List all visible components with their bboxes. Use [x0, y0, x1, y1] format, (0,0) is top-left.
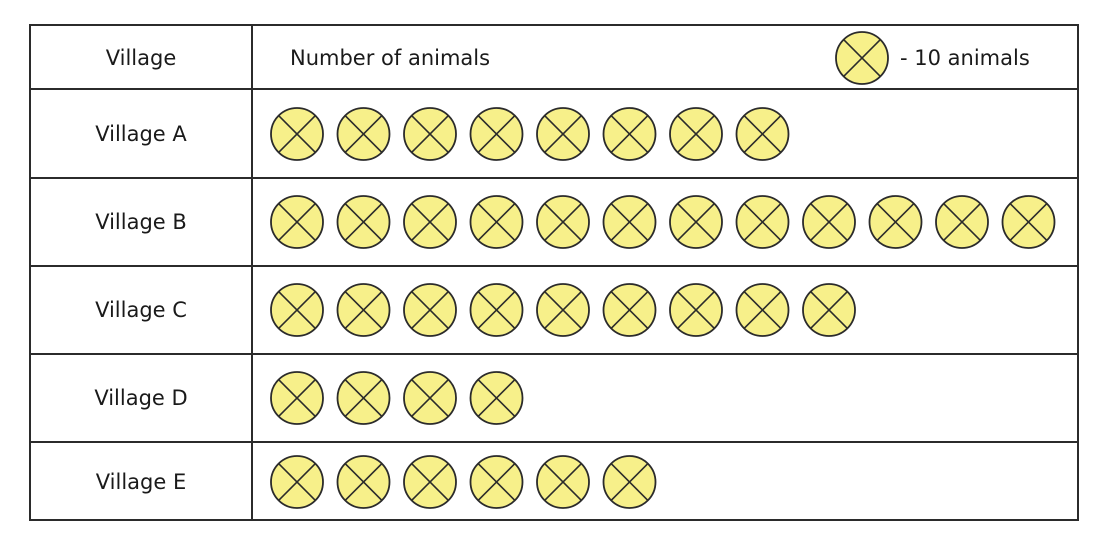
animal-symbol-icon [536, 455, 590, 509]
animal-symbol-icon [336, 283, 391, 337]
symbol-row-village-e [270, 455, 657, 509]
animal-symbol-icon [403, 283, 457, 337]
animal-symbol-icon [536, 283, 590, 337]
animal-symbol-icon [868, 195, 923, 249]
legend-animal-symbol-icon [835, 31, 889, 85]
animal-symbol-icon [469, 107, 524, 161]
legend-symbol-icon [835, 31, 889, 85]
animal-symbol-icon [802, 283, 856, 337]
animal-symbol-icon [802, 195, 856, 249]
symbol-row-village-b [270, 195, 1056, 249]
animal-symbol-icon [735, 107, 790, 161]
animal-symbol-icon [336, 371, 391, 425]
animal-symbol-icon [469, 371, 524, 425]
animal-symbol-icon [336, 195, 391, 249]
animal-symbol-icon [403, 371, 457, 425]
animal-symbol-icon [403, 455, 457, 509]
animal-symbol-icon [336, 107, 391, 161]
symbol-row-village-d [270, 371, 524, 425]
animal-symbol-icon [270, 283, 324, 337]
animal-symbol-icon [935, 195, 989, 249]
animal-symbol-icon [735, 283, 790, 337]
animal-symbol-icon [735, 195, 790, 249]
animal-symbol-icon [602, 195, 657, 249]
animal-symbol-icon [669, 283, 723, 337]
row-label-village-c: Village C [95, 298, 187, 322]
animal-symbol-icon [602, 107, 657, 161]
animal-symbol-icon [403, 195, 457, 249]
column-header-number-of-animals: Number of animals [290, 46, 490, 70]
animal-symbol-icon [270, 107, 324, 161]
animal-symbol-icon [602, 283, 657, 337]
symbol-row-village-c [270, 283, 856, 337]
animal-symbol-icon [536, 195, 590, 249]
column-header-village: Village [106, 46, 177, 70]
animal-symbol-icon [403, 107, 457, 161]
animal-symbol-icon [336, 455, 391, 509]
animal-symbol-icon [669, 195, 723, 249]
legend: - 10 animals [835, 31, 1030, 85]
animal-symbol-icon [469, 283, 524, 337]
table-grid [29, 24, 1079, 521]
row-label-village-d: Village D [94, 386, 187, 410]
animal-symbol-icon [602, 455, 657, 509]
animal-symbol-icon [469, 455, 524, 509]
animal-symbol-icon [469, 195, 524, 249]
row-label-village-a: Village A [95, 122, 187, 146]
row-label-village-e: Village E [96, 470, 186, 494]
table-border [29, 24, 1079, 521]
animal-symbol-icon [270, 195, 324, 249]
legend-text: - 10 animals [900, 46, 1030, 70]
animal-symbol-icon [1001, 195, 1056, 249]
animal-symbol-icon [270, 455, 324, 509]
symbol-rows [270, 107, 1056, 509]
animal-symbol-icon [536, 107, 590, 161]
symbol-row-village-a [270, 107, 790, 161]
row-label-village-b: Village B [95, 210, 187, 234]
animal-symbol-icon [270, 371, 324, 425]
animal-symbol-icon [669, 107, 723, 161]
